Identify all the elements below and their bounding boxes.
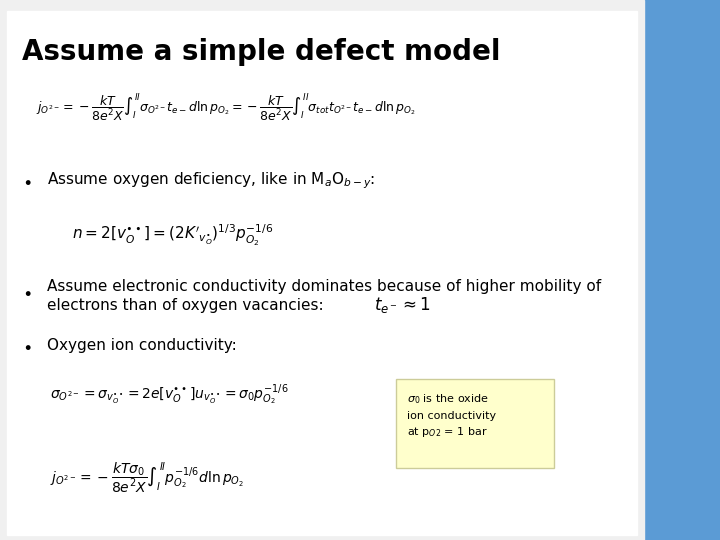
Text: $j_{O^{2-}} = -\dfrac{kT}{8e^2X}\int_I^{II}\sigma_{O^{2-}} t_{e-} d\ln p_{O_2} =: $j_{O^{2-}} = -\dfrac{kT}{8e^2X}\int_I^{…: [36, 92, 415, 124]
FancyBboxPatch shape: [396, 379, 554, 469]
Text: $t_{e^-} \approx 1$: $t_{e^-} \approx 1$: [374, 295, 431, 315]
Text: Assume oxygen deficiency, like in M$_a$O$_{b-y}$:: Assume oxygen deficiency, like in M$_a$O…: [47, 171, 375, 191]
Text: $\bullet$: $\bullet$: [22, 282, 31, 301]
Bar: [0, 0, 644, 540]
Text: Oxygen ion conductivity:: Oxygen ion conductivity:: [47, 338, 237, 353]
Bar: [644, 0, 720, 540]
Text: ion conductivity: ion conductivity: [407, 411, 496, 421]
Text: at p$_{O2}$ = 1 bar: at p$_{O2}$ = 1 bar: [407, 425, 487, 439]
Text: Assume a simple defect model: Assume a simple defect model: [22, 38, 500, 66]
Text: $\bullet$: $\bullet$: [22, 336, 31, 355]
Text: $\sigma_0$ is the oxide: $\sigma_0$ is the oxide: [407, 393, 489, 407]
Text: electrons than of oxygen vacancies:: electrons than of oxygen vacancies:: [47, 298, 323, 313]
Text: $j_{O^{2-}} = -\dfrac{kT\sigma_0}{8e^2X}\int_I^{II} p_{O_2}^{-1/6} d\ln p_{O_2}$: $j_{O^{2-}} = -\dfrac{kT\sigma_0}{8e^2X}…: [50, 461, 245, 495]
Text: $\sigma_{O^{2-}} = \sigma_{v_O^{\bullet\bullet}} = 2e[v_O^{\bullet\bullet}]u_{v_: $\sigma_{O^{2-}} = \sigma_{v_O^{\bullet\…: [50, 382, 289, 407]
Text: Assume electronic conductivity dominates because of higher mobility of: Assume electronic conductivity dominates…: [47, 279, 601, 294]
Text: $n = 2[v_O^{\bullet\bullet}] = (2K'_{v_O^{\bullet}})^{1/3} p_{O_2}^{-1/6}$: $n = 2[v_O^{\bullet\bullet}] = (2K'_{v_O…: [72, 222, 274, 247]
Text: $\bullet$: $\bullet$: [22, 172, 31, 190]
Bar: [7, 11, 637, 535]
